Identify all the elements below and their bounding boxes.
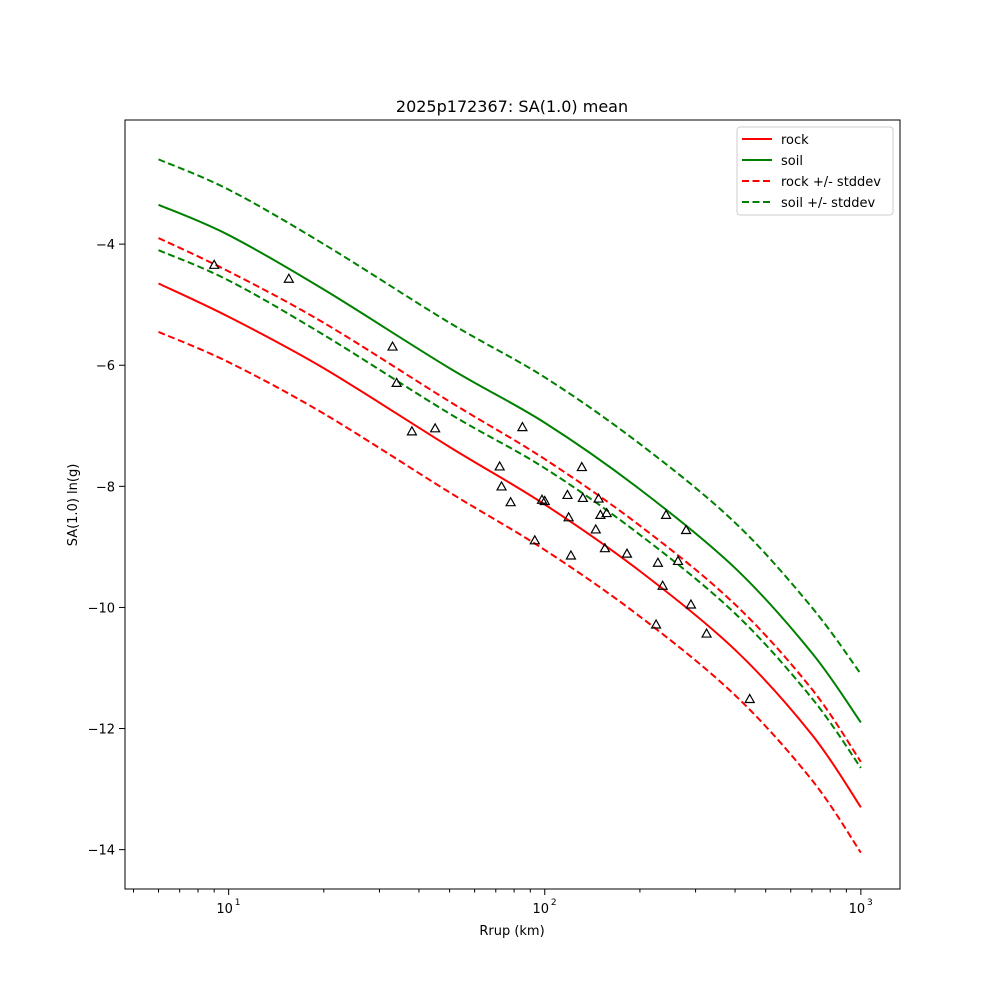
- y-tick-label: −12: [88, 723, 115, 738]
- series-layer: [158, 158, 862, 854]
- observation-point: [744, 693, 756, 704]
- observation-point: [657, 580, 669, 590]
- observation-point: [561, 489, 573, 500]
- observation-point: [536, 494, 548, 504]
- observation-point: [599, 542, 611, 553]
- observation-point: [208, 259, 220, 269]
- y-axis-label: SA(1.0) ln(g): [66, 464, 81, 547]
- x-axis-label: Rrup (km): [479, 924, 544, 939]
- observation-point: [685, 598, 697, 609]
- series-line-4: [158, 249, 862, 769]
- observation-point: [593, 492, 605, 503]
- y-tick-label: −14: [88, 844, 115, 859]
- observation-markers: [208, 259, 756, 704]
- observation-point: [680, 524, 692, 535]
- observation-point: [594, 509, 606, 519]
- observation-point: [283, 273, 295, 283]
- plot-background: [125, 120, 900, 889]
- observation-point: [621, 547, 633, 558]
- y-tick-label: −4: [96, 238, 115, 253]
- legend-entries: rock soil rock +/- stddev soil +/- stddev: [742, 133, 881, 211]
- observation-point: [391, 377, 403, 387]
- observation-point: [387, 340, 399, 351]
- legend-label: soil: [781, 154, 803, 169]
- series-line-2: [158, 237, 862, 763]
- legend: rock soil rock +/- stddev soil +/- stddev: [736, 126, 894, 216]
- observation-point: [672, 555, 684, 566]
- observation-point: [539, 495, 551, 506]
- plot-frame: [124, 119, 901, 890]
- observation-point: [516, 421, 528, 432]
- y-tick-label: −8: [96, 480, 115, 495]
- series-line-5: [158, 158, 862, 675]
- x-tick-label: 10: [532, 902, 549, 917]
- observation-point: [565, 549, 577, 560]
- observation-point: [406, 425, 418, 436]
- observation-point: [494, 460, 506, 471]
- x-tick-exponent: 3: [867, 898, 873, 908]
- observation-point: [563, 511, 575, 522]
- series-line-3: [158, 331, 862, 854]
- observation-point: [701, 627, 713, 638]
- observation-point: [660, 509, 672, 519]
- x-tick-exponent: 2: [551, 898, 557, 908]
- observation-point: [576, 461, 588, 472]
- legend-label: rock: [781, 133, 809, 148]
- observation-point: [505, 496, 517, 507]
- observation-point: [429, 422, 441, 433]
- observation-point: [601, 507, 613, 518]
- observation-point: [529, 534, 541, 545]
- legend-box: [736, 126, 894, 216]
- y-axis: −14 −12 −10 −8 −6 −4: [88, 238, 125, 859]
- x-tick-exponent: 1: [235, 898, 241, 908]
- x-tick-label: 10: [849, 902, 866, 917]
- plot-area: [124, 119, 901, 890]
- x-tick-label: 10: [216, 902, 233, 917]
- observation-point: [652, 557, 664, 567]
- x-axis: 10 1 10 2 10 3: [132, 889, 873, 917]
- chart-title: 2025p172367: SA(1.0) mean: [396, 97, 628, 116]
- y-tick-label: −6: [96, 359, 115, 374]
- series-line-1: [158, 203, 862, 724]
- legend-label: rock +/- stddev: [781, 175, 881, 190]
- legend-label: soil +/- stddev: [781, 196, 876, 211]
- observation-point: [577, 492, 589, 503]
- observation-point: [496, 480, 508, 491]
- observation-point: [650, 618, 662, 629]
- y-tick-label: −10: [88, 601, 115, 616]
- observation-point: [590, 523, 602, 534]
